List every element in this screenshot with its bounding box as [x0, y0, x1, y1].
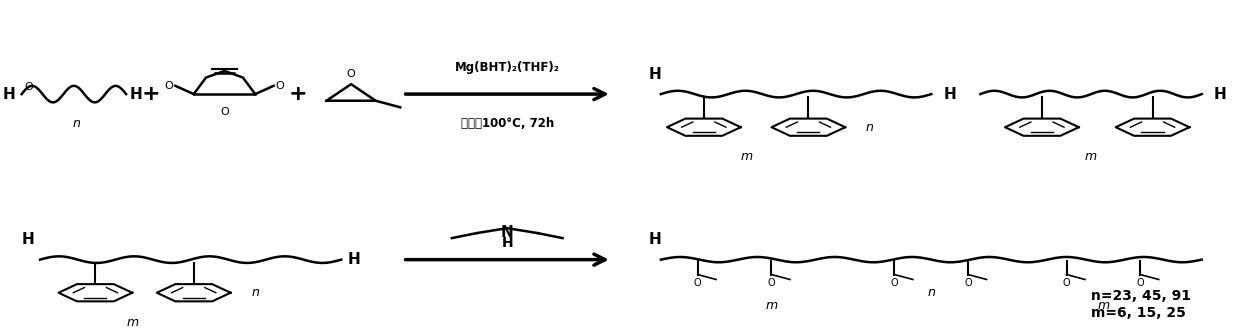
Text: m: m [765, 299, 777, 312]
Text: O: O [890, 278, 898, 288]
Text: m: m [126, 316, 139, 329]
Text: H: H [347, 252, 360, 267]
Text: O: O [24, 82, 32, 93]
Text: n: n [866, 121, 874, 134]
Text: 甲苯，100°C, 72h: 甲苯，100°C, 72h [460, 117, 554, 130]
Text: Mg(BHT)₂(THF)₂: Mg(BHT)₂(THF)₂ [455, 61, 559, 74]
Text: N: N [501, 225, 513, 240]
Text: +: + [141, 84, 160, 104]
Text: O: O [1136, 278, 1145, 288]
Text: n: n [252, 286, 259, 299]
Text: H: H [130, 87, 143, 102]
Text: O: O [1063, 278, 1070, 288]
Text: m: m [1085, 150, 1097, 163]
Text: O: O [165, 81, 174, 91]
Text: m: m [1097, 299, 1110, 312]
Text: O: O [275, 81, 284, 91]
Text: H: H [944, 87, 956, 102]
Text: H: H [501, 236, 513, 250]
Text: O: O [768, 278, 775, 288]
Text: O: O [347, 69, 356, 79]
Text: H: H [2, 87, 15, 102]
Text: O: O [694, 278, 702, 288]
Text: n: n [73, 117, 81, 130]
Text: n=23, 45, 91
m=6, 15, 25: n=23, 45, 91 m=6, 15, 25 [1091, 290, 1192, 320]
Text: O: O [219, 107, 229, 117]
Text: H: H [21, 232, 35, 247]
Text: +: + [289, 84, 308, 104]
Text: m: m [740, 150, 753, 163]
Text: H: H [649, 67, 661, 82]
Text: O: O [965, 278, 972, 288]
Text: H: H [1214, 87, 1226, 102]
Text: H: H [649, 232, 661, 247]
Text: n: n [928, 286, 935, 299]
